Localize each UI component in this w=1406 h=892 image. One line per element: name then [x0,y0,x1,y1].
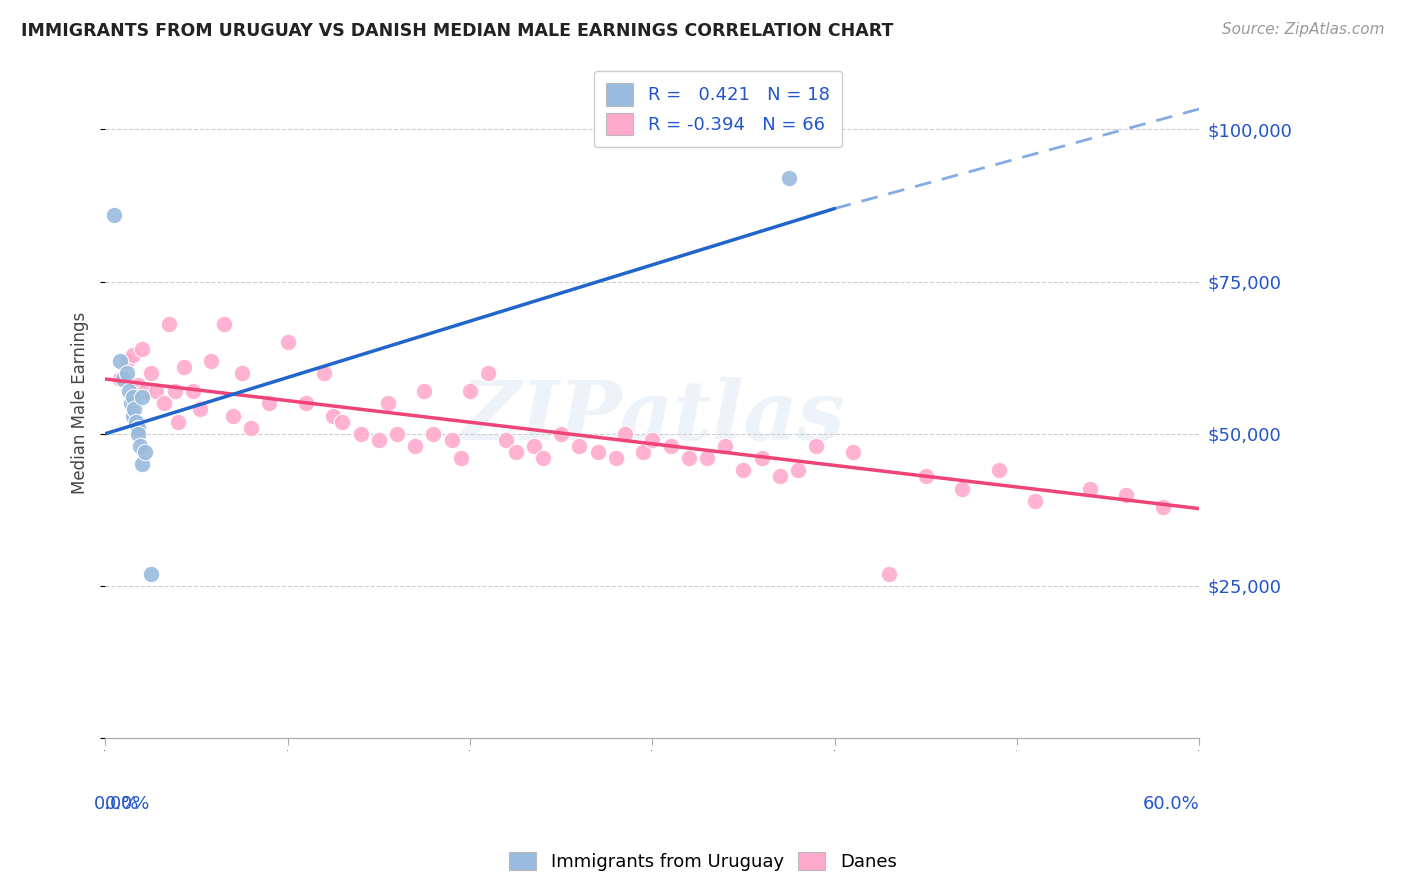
Point [139,566,162,581]
Text: ZIPatlas: ZIPatlas [460,376,845,457]
Legend: Immigrants from Uruguay, Danes: Immigrants from Uruguay, Danes [502,845,904,879]
Point [167,415,190,429]
Point [678,451,700,466]
Point [108,353,131,368]
Y-axis label: Median Male Earnings: Median Male Earnings [72,312,89,494]
Point [127,378,149,392]
Point [103,208,125,222]
Point [778,171,800,186]
Point [152,396,174,410]
Point [495,433,517,447]
Point [714,439,737,453]
Point [751,451,773,466]
Point [277,335,299,350]
Point [531,451,554,466]
Point [659,439,682,453]
Point [477,366,499,380]
Point [121,390,143,404]
Point [422,426,444,441]
Point [139,366,162,380]
Point [173,359,195,374]
Point [586,445,609,459]
Point [127,426,149,441]
Point [377,396,399,410]
Point [131,342,153,356]
Point [200,353,222,368]
Point [367,433,389,447]
Point [733,463,755,477]
Point [222,409,245,423]
Point [879,566,901,581]
Point [181,384,204,399]
Text: 60.0%: 60.0% [1143,795,1199,814]
Point [212,317,235,331]
Point [349,426,371,441]
Point [115,353,138,368]
Point [128,439,150,453]
Text: IMMIGRANTS FROM URUGUAY VS DANISH MEDIAN MALE EARNINGS CORRELATION CHART: IMMIGRANTS FROM URUGUAY VS DANISH MEDIAN… [21,22,893,40]
Point [987,463,1010,477]
Point [550,426,572,441]
Point [842,445,865,459]
Point [330,415,353,429]
Point [440,433,463,447]
Point [131,457,153,471]
Point [631,445,654,459]
Point [458,384,481,399]
Point [131,390,153,404]
Point [145,384,167,399]
Point [259,396,281,410]
Text: 0.0%: 0.0% [105,795,150,814]
Point [523,439,546,453]
Point [188,402,211,417]
Point [157,317,180,331]
Point [134,384,156,399]
Point [806,439,828,453]
Point [413,384,436,399]
Point [127,420,149,434]
Point [312,366,335,380]
Point [385,426,408,441]
Point [696,451,718,466]
Point [450,451,472,466]
Legend: R =   0.421   N = 18, R = -0.394   N = 66: R = 0.421 N = 18, R = -0.394 N = 66 [593,70,842,147]
Point [118,384,141,399]
Point [125,415,148,429]
Point [505,445,527,459]
Point [231,366,253,380]
Point [641,433,664,447]
Point [108,372,131,386]
Point [950,482,973,496]
Point [295,396,318,410]
Point [112,372,135,386]
Point [568,439,591,453]
Point [769,469,792,483]
Point [1152,500,1174,514]
Point [787,463,810,477]
Text: Source: ZipAtlas.com: Source: ZipAtlas.com [1222,22,1385,37]
Point [115,366,138,380]
Point [124,402,146,417]
Point [322,409,344,423]
Point [163,384,186,399]
Point [404,439,426,453]
Point [120,396,142,410]
Point [121,348,143,362]
Point [1024,493,1046,508]
Point [1115,488,1137,502]
Point [914,469,936,483]
Point [134,445,156,459]
Point [613,426,636,441]
Point [1078,482,1101,496]
Point [605,451,627,466]
Point [121,409,143,423]
Point [240,420,263,434]
Text: 0.0%: 0.0% [94,795,139,814]
